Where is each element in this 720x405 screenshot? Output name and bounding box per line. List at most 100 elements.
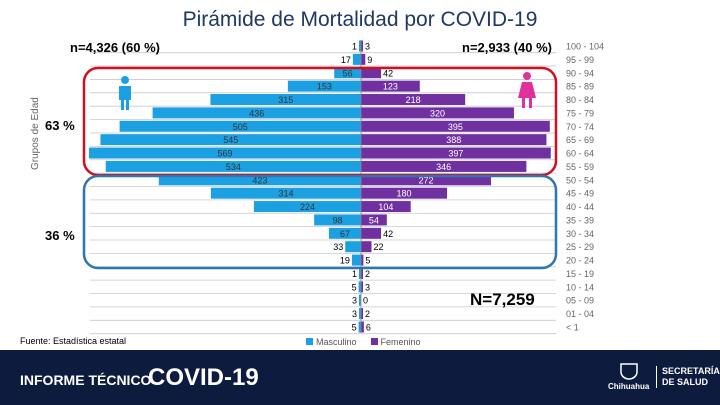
legend-male: Masculino xyxy=(306,337,357,347)
value-label-male: 1 xyxy=(352,269,357,279)
age-label: 80 - 84 xyxy=(566,95,594,105)
grand-total: N=7,259 xyxy=(470,290,535,309)
secretaria-salud: SECRETARÍA DE SALUD xyxy=(656,366,720,388)
bar-male xyxy=(334,67,361,79)
salud-label: DE SALUD xyxy=(662,377,709,387)
age-label: 55 - 59 xyxy=(566,162,594,172)
bar-male xyxy=(119,120,361,132)
age-label: 65 - 69 xyxy=(566,135,594,145)
bar-male xyxy=(210,187,361,199)
age-label: 45 - 49 xyxy=(566,189,594,199)
value-label-male: 67 xyxy=(340,229,350,239)
value-label-female: 54 xyxy=(369,215,379,225)
value-label-female: 0 xyxy=(363,296,368,306)
value-label-female: 397 xyxy=(448,149,463,159)
blue-group-pct: 36 % xyxy=(45,228,75,243)
age-label: 15 - 19 xyxy=(566,269,594,279)
banner-title: COVID-19 xyxy=(148,364,259,391)
value-label-male: 315 xyxy=(278,95,293,105)
value-label-female: 104 xyxy=(378,202,393,212)
bar-female xyxy=(361,308,363,320)
value-label-female: 2 xyxy=(365,309,370,319)
value-label-male: 17 xyxy=(341,55,351,65)
bar-male xyxy=(351,254,361,266)
value-label-male: 19 xyxy=(340,256,350,266)
bar-male xyxy=(89,147,361,159)
value-label-male: 56 xyxy=(343,68,353,78)
value-label-female: 180 xyxy=(397,189,412,199)
bar-female xyxy=(361,134,547,146)
value-label-female: 395 xyxy=(448,122,463,132)
value-label-male: 534 xyxy=(226,162,241,172)
value-label-male: 314 xyxy=(278,189,293,199)
value-label-female: 218 xyxy=(406,95,421,105)
value-label-male: 436 xyxy=(249,108,264,118)
age-label: 10 - 14 xyxy=(566,282,594,292)
male-icon xyxy=(121,76,129,84)
value-label-male: 423 xyxy=(252,175,267,185)
bar-male xyxy=(152,107,361,119)
age-label: 20 - 24 xyxy=(566,256,594,266)
bar-female xyxy=(361,40,363,52)
bar-female xyxy=(361,281,363,293)
value-label-female: 9 xyxy=(367,55,372,65)
bar-female xyxy=(361,160,527,172)
bar-male xyxy=(158,174,361,186)
age-label: 01 - 04 xyxy=(566,309,594,319)
value-label-male: 98 xyxy=(333,215,343,225)
female-icon xyxy=(518,82,536,108)
bar-female xyxy=(361,214,387,226)
age-label: 95 - 99 xyxy=(566,55,594,65)
value-label-female: 388 xyxy=(446,135,461,145)
bar-male xyxy=(345,241,361,253)
bar-male xyxy=(210,94,361,106)
age-label: 50 - 54 xyxy=(566,175,594,185)
value-label-male: 3 xyxy=(352,296,357,306)
age-label: 70 - 74 xyxy=(566,122,594,132)
bar-female xyxy=(361,227,382,239)
age-label: 90 - 94 xyxy=(566,68,594,78)
value-label-male: 569 xyxy=(217,149,232,159)
y-axis-label: Grupos de Edad xyxy=(30,97,41,170)
bar-male xyxy=(105,160,361,172)
value-label-female: 346 xyxy=(436,162,451,172)
age-label: < 1 xyxy=(566,322,579,332)
value-label-female: 3 xyxy=(365,282,370,292)
value-label-male: 545 xyxy=(223,135,238,145)
value-label-male: 5 xyxy=(352,322,357,332)
male-total: n=4,326 (60 %) xyxy=(70,40,160,55)
age-label: 25 - 29 xyxy=(566,242,594,252)
bar-male xyxy=(314,214,361,226)
bar-male xyxy=(358,321,361,333)
bar-male xyxy=(359,294,361,306)
value-label-male: 224 xyxy=(300,202,315,212)
age-label: 75 - 79 xyxy=(566,108,594,118)
age-label: 35 - 39 xyxy=(566,215,594,225)
secretaria-label: SECRETARÍA xyxy=(662,366,720,376)
bar-female xyxy=(361,120,550,132)
value-label-male: 153 xyxy=(317,82,332,92)
male-icon xyxy=(119,86,131,110)
bar-male xyxy=(359,40,361,52)
value-label-female: 42 xyxy=(383,68,393,78)
bar-male xyxy=(358,281,361,293)
age-label: 05 - 09 xyxy=(566,296,594,306)
bar-female xyxy=(361,201,411,213)
shield-icon xyxy=(619,363,638,380)
value-label-male: 1 xyxy=(352,42,357,52)
chihuahua-logo: Chihuahua xyxy=(608,362,649,391)
value-label-female: 6 xyxy=(366,322,371,332)
bar-female xyxy=(361,321,364,333)
bar-female xyxy=(361,53,366,65)
bar-male xyxy=(359,267,361,279)
bar-male xyxy=(287,80,361,92)
footer-banner: INFORME TÉCNICO COVID-19 Chihuahua SECRE… xyxy=(0,350,720,405)
value-label-female: 5 xyxy=(365,256,370,266)
age-label: 100 - 104 xyxy=(566,42,604,52)
age-label: 60 - 64 xyxy=(566,149,594,159)
bar-male xyxy=(253,201,361,213)
female-icon xyxy=(523,72,531,80)
source-note: Fuente: Estadística estatal xyxy=(20,336,127,346)
bar-female xyxy=(361,174,492,186)
